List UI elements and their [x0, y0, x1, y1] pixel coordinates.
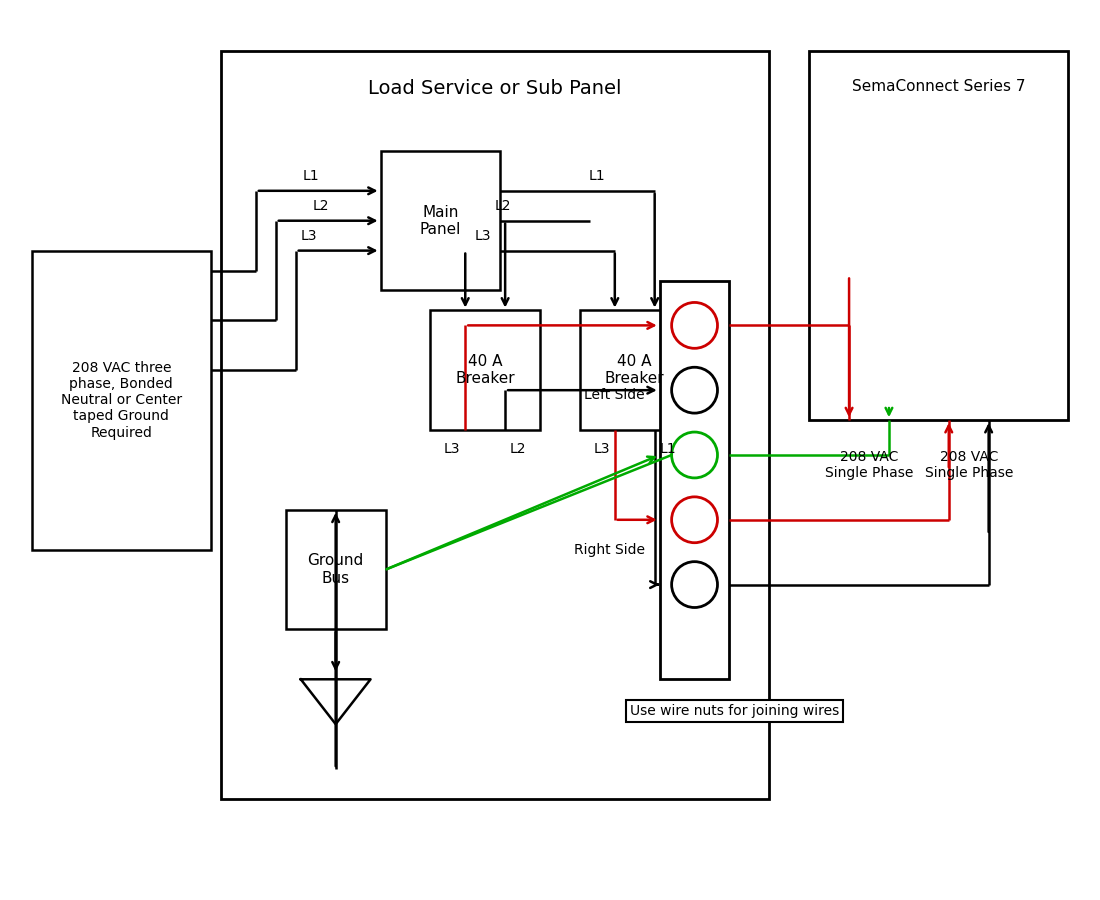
Circle shape [672, 302, 717, 348]
Text: 40 A
Breaker: 40 A Breaker [605, 354, 664, 386]
Text: Left Side: Left Side [584, 388, 645, 402]
Text: L3: L3 [443, 442, 460, 456]
Text: Right Side: Right Side [574, 543, 645, 557]
Circle shape [672, 562, 717, 608]
Text: L2: L2 [312, 199, 329, 212]
Text: L1: L1 [302, 169, 319, 183]
Text: L1: L1 [588, 169, 606, 183]
Text: Load Service or Sub Panel: Load Service or Sub Panel [368, 79, 621, 98]
Text: L2: L2 [510, 442, 527, 456]
Text: L3: L3 [474, 229, 491, 243]
Bar [660, 281, 729, 680]
Bar [430, 310, 540, 430]
Circle shape [672, 497, 717, 543]
Circle shape [672, 367, 717, 413]
Text: L2: L2 [494, 199, 510, 212]
Bar [32, 250, 211, 550]
Text: Use wire nuts for joining wires: Use wire nuts for joining wires [630, 704, 839, 718]
Text: Ground
Bus: Ground Bus [308, 554, 364, 586]
Bar [286, 509, 385, 629]
Circle shape [672, 432, 717, 478]
Text: 208 VAC three
phase, Bonded
Neutral or Center
taped Ground
Required: 208 VAC three phase, Bonded Neutral or C… [60, 361, 182, 439]
Text: L3: L3 [593, 442, 609, 456]
Bar [810, 51, 1068, 420]
Text: L1: L1 [660, 442, 676, 456]
Text: L3: L3 [300, 229, 317, 243]
Bar [221, 51, 769, 799]
Bar [381, 151, 500, 291]
Text: Main
Panel: Main Panel [420, 204, 461, 237]
Text: 208 VAC
Single Phase: 208 VAC Single Phase [924, 450, 1013, 481]
Bar [580, 310, 690, 430]
Text: SemaConnect Series 7: SemaConnect Series 7 [852, 79, 1025, 94]
Text: 40 A
Breaker: 40 A Breaker [455, 354, 515, 386]
Text: 208 VAC
Single Phase: 208 VAC Single Phase [825, 450, 913, 481]
